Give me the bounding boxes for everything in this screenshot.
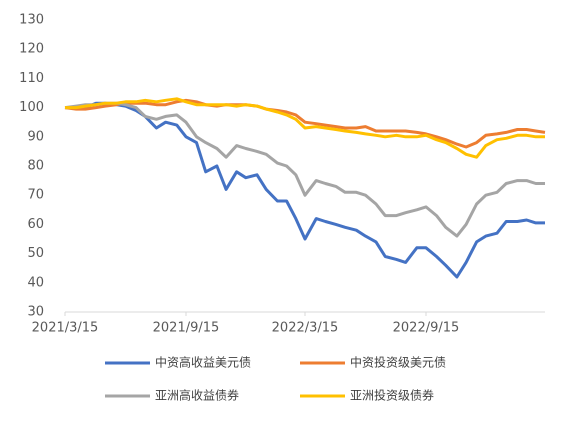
x-tick-label: 2021/3/15 <box>32 321 99 336</box>
y-tick-label: 90 <box>27 129 44 144</box>
series-line <box>65 97 545 159</box>
series-line <box>64 98 546 149</box>
y-tick-label: 110 <box>19 71 44 86</box>
y-tick-label: 100 <box>19 100 44 115</box>
legend-label: 中资高收益美元债 <box>155 355 251 370</box>
y-tick-label: 40 <box>27 275 44 290</box>
y-tick-label: 30 <box>27 305 44 320</box>
x-tick-label: 2022/9/15 <box>393 321 460 336</box>
y-tick-label: 50 <box>27 246 44 261</box>
series-line <box>64 101 545 238</box>
legend-label: 中资投资级美元债 <box>350 355 446 370</box>
y-tick-label: 70 <box>27 188 44 203</box>
x-tick-label: 2022/3/15 <box>272 321 339 336</box>
legend-label: 亚洲投资级债券 <box>350 388 434 403</box>
x-tick-label: 2021/9/15 <box>153 321 220 336</box>
y-tick-label: 80 <box>27 159 44 174</box>
legend-label: 亚洲高收益债券 <box>155 388 239 403</box>
y-tick-label: 120 <box>19 42 44 57</box>
y-tick-label: 130 <box>19 13 44 28</box>
y-tick-label: 60 <box>27 217 44 232</box>
